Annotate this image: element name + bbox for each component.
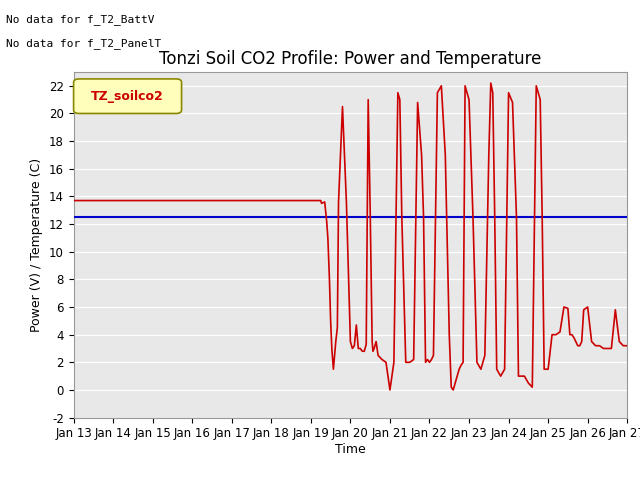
- Text: No data for f_T2_PanelT: No data for f_T2_PanelT: [6, 38, 162, 49]
- Y-axis label: Power (V) / Temperature (C): Power (V) / Temperature (C): [30, 158, 44, 332]
- Text: TZ_soilco2: TZ_soilco2: [92, 90, 164, 103]
- X-axis label: Time: Time: [335, 443, 366, 456]
- Title: Tonzi Soil CO2 Profile: Power and Temperature: Tonzi Soil CO2 Profile: Power and Temper…: [159, 49, 541, 68]
- FancyBboxPatch shape: [74, 79, 182, 113]
- Text: No data for f_T2_BattV: No data for f_T2_BattV: [6, 14, 155, 25]
